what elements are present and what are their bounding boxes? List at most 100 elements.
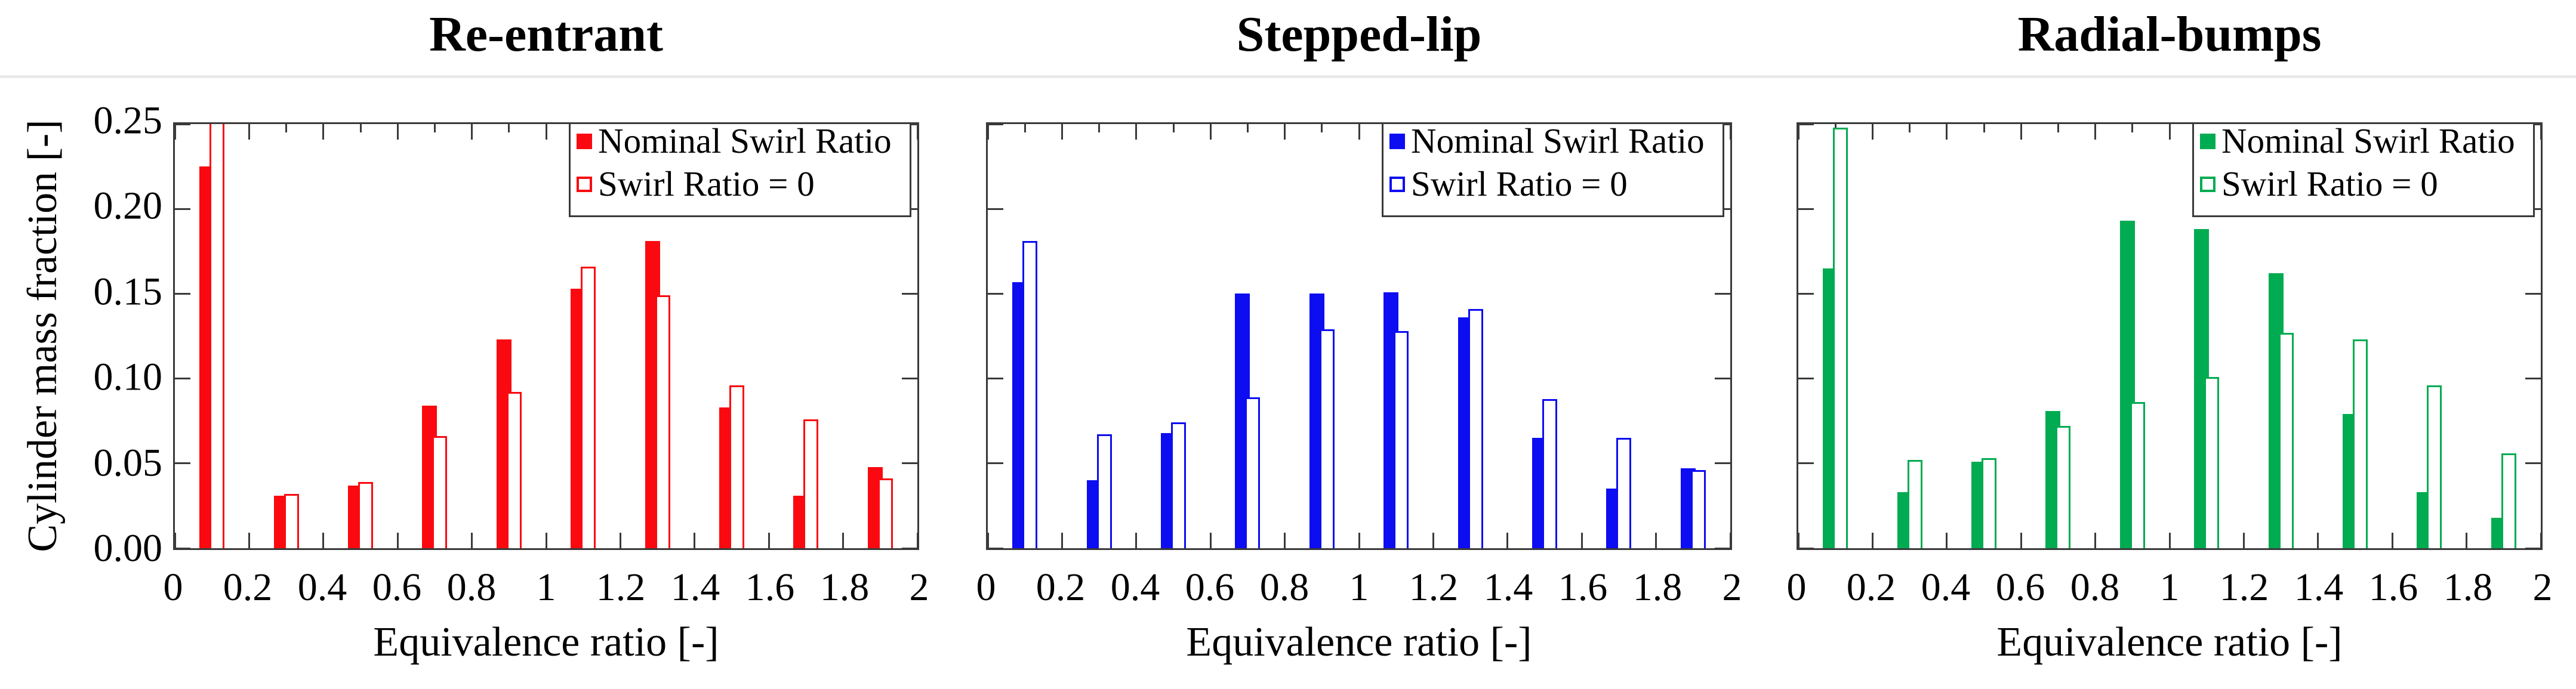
x-tick-mark xyxy=(2057,124,2059,132)
bar-swirl-ratio-0 xyxy=(2056,426,2071,548)
x-tick-mark xyxy=(2094,533,2097,548)
x-tick-mark xyxy=(508,124,510,132)
y-tick-label: 0.10 xyxy=(93,355,163,399)
x-tick-mark xyxy=(285,124,288,132)
x-tick-label: 1.4 xyxy=(1483,566,1533,609)
y-tick-mark xyxy=(2525,547,2541,548)
x-tick-label: 0.2 xyxy=(223,566,273,609)
x-tick-mark xyxy=(1358,124,1360,140)
x-tick-mark xyxy=(1284,533,1286,548)
x-tick-mark xyxy=(545,124,547,140)
x-tick-mark xyxy=(2540,533,2541,548)
title-separator-line xyxy=(0,75,2576,78)
x-axis-title-radial-bumps: Equivalence ratio [-] xyxy=(1996,619,2343,665)
y-tick-mark xyxy=(175,378,190,380)
bar-swirl-ratio-0 xyxy=(2278,332,2294,548)
bar-swirl-ratio-0 xyxy=(1319,329,1335,548)
y-tick-label: 0.20 xyxy=(93,184,163,228)
x-tick-mark xyxy=(1061,124,1063,140)
panel-title-re-entrant: Re-entrant xyxy=(429,7,663,62)
y-tick-mark xyxy=(1715,547,1730,548)
y-tick-mark xyxy=(988,378,1003,380)
y-tick-mark xyxy=(902,378,917,380)
x-tick-mark xyxy=(1135,533,1138,548)
bar-swirl-ratio-0 xyxy=(1542,398,1557,548)
legend-swatch-outline-icon xyxy=(2200,176,2216,192)
x-tick-mark xyxy=(2466,533,2468,548)
x-tick-mark xyxy=(1209,533,1212,548)
bar-swirl-ratio-0 xyxy=(1394,330,1409,548)
x-tick-mark xyxy=(1871,533,1874,548)
x-tick-label: 1.6 xyxy=(1558,566,1608,609)
x-tick-mark xyxy=(396,533,399,548)
legend-swatch-filled-icon xyxy=(2200,133,2216,149)
x-tick-label: 1.2 xyxy=(596,566,646,609)
x-tick-mark xyxy=(1946,124,1948,140)
x-tick-mark xyxy=(988,124,989,140)
x-tick-label: 1.8 xyxy=(1632,566,1683,609)
x-tick-mark xyxy=(471,124,473,140)
x-tick-mark xyxy=(842,533,845,548)
bar-swirl-ratio-0 xyxy=(1171,422,1186,548)
y-tick-mark xyxy=(175,292,190,295)
y-tick-mark xyxy=(2525,378,2541,380)
x-tick-label: 0.8 xyxy=(2070,566,2120,609)
x-axis-title-stepped-lip: Equivalence ratio [-] xyxy=(1186,619,1532,665)
x-tick-mark xyxy=(768,533,770,548)
legend-item-nominal-swirl: Nominal Swirl Ratio xyxy=(1389,122,1718,163)
y-tick-mark xyxy=(175,124,190,125)
y-tick-mark xyxy=(2525,292,2541,295)
x-tick-mark xyxy=(1729,124,1730,140)
x-tick-label: 0.2 xyxy=(1846,566,1896,609)
x-tick-mark xyxy=(1246,124,1249,132)
x-tick-label: 0.4 xyxy=(1110,566,1160,609)
legend-label: Nominal Swirl Ratio xyxy=(1411,122,1705,160)
x-tick-mark xyxy=(1946,533,1948,548)
bar-swirl-ratio-0 xyxy=(432,436,448,548)
legend-stepped-lip: Nominal Swirl Ratio Swirl Ratio = 0 xyxy=(1382,122,1724,217)
bar-swirl-ratio-0 xyxy=(1907,459,1922,548)
bar-swirl-ratio-0 xyxy=(1022,241,1038,548)
x-tick-mark xyxy=(2540,124,2541,140)
x-tick-mark xyxy=(1098,124,1101,132)
y-tick-mark xyxy=(2525,462,2541,465)
x-tick-label: 2 xyxy=(2532,566,2553,609)
legend-item-nominal-swirl: Nominal Swirl Ratio xyxy=(2200,124,2528,163)
y-tick-mark xyxy=(988,124,1003,125)
bar-swirl-ratio-0 xyxy=(1616,437,1632,548)
bar-swirl-ratio-0 xyxy=(1245,397,1261,548)
legend-swatch-outline-icon xyxy=(1389,176,1405,192)
x-tick-mark xyxy=(1284,124,1286,140)
x-tick-label: 0.4 xyxy=(297,566,347,609)
y-tick-mark xyxy=(175,208,190,210)
y-tick-mark xyxy=(1715,462,1730,465)
y-tick-mark xyxy=(1798,547,1814,548)
x-tick-mark xyxy=(1798,533,1799,548)
legend-swatch-filled-icon xyxy=(1389,133,1405,149)
bar-swirl-ratio-0 xyxy=(209,124,225,548)
x-tick-mark xyxy=(1871,124,1874,140)
bar-swirl-ratio-0 xyxy=(2130,402,2145,548)
bar-swirl-ratio-0 xyxy=(2204,376,2220,548)
x-tick-mark xyxy=(1209,124,1212,140)
x-tick-label: 1 xyxy=(2159,566,2180,609)
bar-swirl-ratio-0 xyxy=(1833,127,1848,548)
x-tick-mark xyxy=(248,124,250,140)
legend-label: Swirl Ratio = 0 xyxy=(2221,163,2438,203)
x-tick-label: 0.2 xyxy=(1036,566,1086,609)
legend-item-swirl-zero: Swirl Ratio = 0 xyxy=(577,163,905,206)
plot-area-re-entrant: Nominal Swirl Ratio Swirl Ratio = 0 xyxy=(173,122,919,550)
x-tick-mark xyxy=(175,533,176,548)
y-tick-mark xyxy=(988,547,1003,548)
bar-swirl-ratio-0 xyxy=(1468,308,1483,548)
x-tick-mark xyxy=(248,533,250,548)
x-tick-label: 1 xyxy=(536,566,556,609)
y-tick-mark xyxy=(1798,462,1814,465)
x-tick-mark xyxy=(1135,124,1138,140)
bar-swirl-ratio-0 xyxy=(655,295,670,548)
legend-label: Swirl Ratio = 0 xyxy=(1411,163,1628,203)
panel-title-radial-bumps: Radial-bumps xyxy=(2017,7,2322,62)
x-tick-mark xyxy=(1061,533,1063,548)
x-tick-mark xyxy=(2317,533,2319,548)
panel-title-stepped-lip: Stepped-lip xyxy=(1236,7,1482,62)
